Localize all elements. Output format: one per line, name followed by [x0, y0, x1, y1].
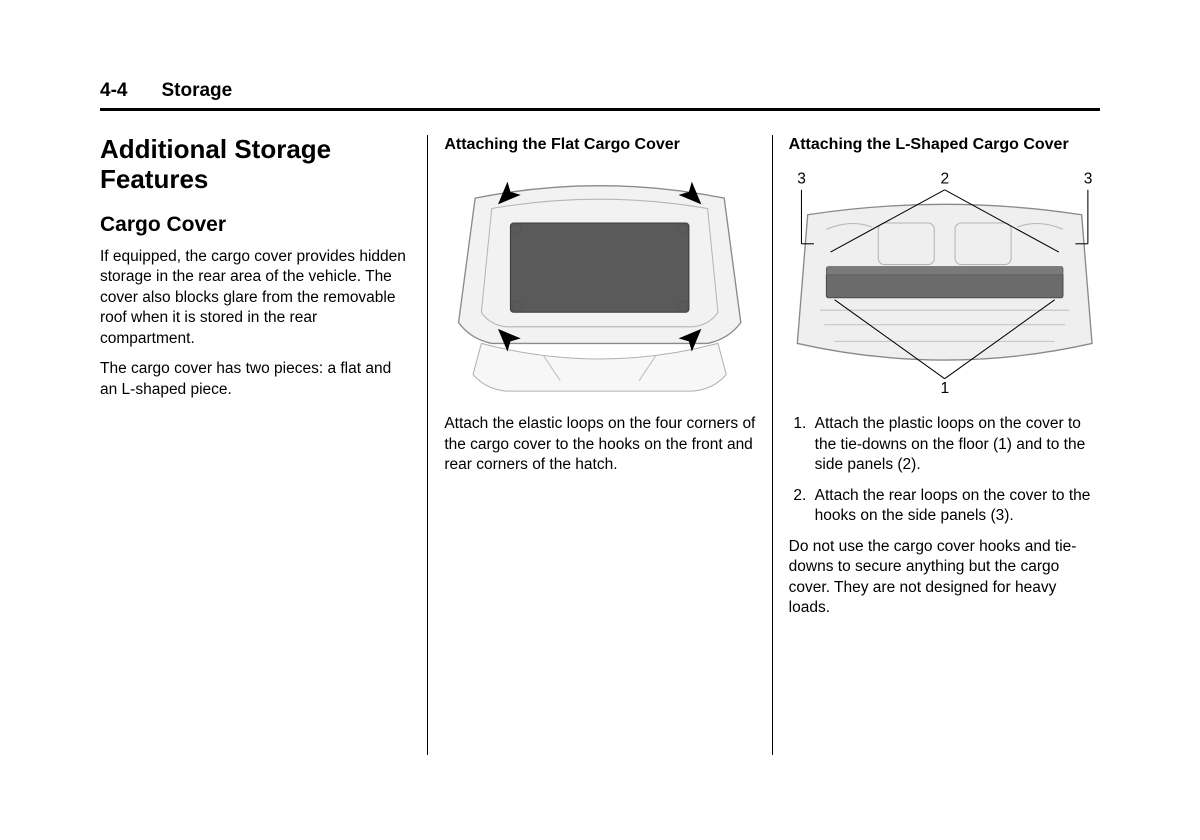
chapter-title: Storage — [161, 80, 232, 102]
instruction-list: Attach the plastic loops on the cover to… — [789, 414, 1100, 526]
body-paragraph: If equipped, the cargo cover provides hi… — [100, 247, 411, 349]
subsection-heading: Cargo Cover — [100, 213, 411, 237]
figure-heading: Attaching the Flat Cargo Cover — [444, 135, 755, 155]
note-paragraph: Do not use the cargo cover hooks and tie… — [789, 537, 1100, 619]
instruction-step: Attach the plastic loops on the cover to… — [811, 414, 1100, 475]
section-heading: Additional Storage Features — [100, 135, 411, 195]
svg-text:1: 1 — [940, 380, 949, 397]
page-header: 4-4 Storage — [100, 80, 1100, 111]
body-paragraph: The cargo cover has two pieces: a flat a… — [100, 359, 411, 400]
figure-caption: Attach the elastic loops on the four cor… — [444, 414, 755, 475]
svg-text:3: 3 — [1083, 171, 1092, 188]
instruction-step: Attach the rear loops on the cover to th… — [811, 486, 1100, 527]
figure-flat-cargo-cover — [444, 167, 755, 400]
figure-l-shaped-cargo-cover: 3 2 3 1 — [789, 167, 1100, 400]
svg-text:2: 2 — [940, 171, 949, 188]
svg-text:3: 3 — [797, 171, 806, 188]
figure-heading: Attaching the L-Shaped Cargo Cover — [789, 135, 1100, 155]
column-1: Additional Storage Features Cargo Cover … — [100, 135, 427, 755]
page-number: 4-4 — [100, 80, 127, 102]
column-3: Attaching the L-Shaped Cargo Cover — [773, 135, 1100, 755]
content-columns: Additional Storage Features Cargo Cover … — [100, 135, 1100, 755]
column-2: Attaching the Flat Cargo Cover — [428, 135, 771, 755]
